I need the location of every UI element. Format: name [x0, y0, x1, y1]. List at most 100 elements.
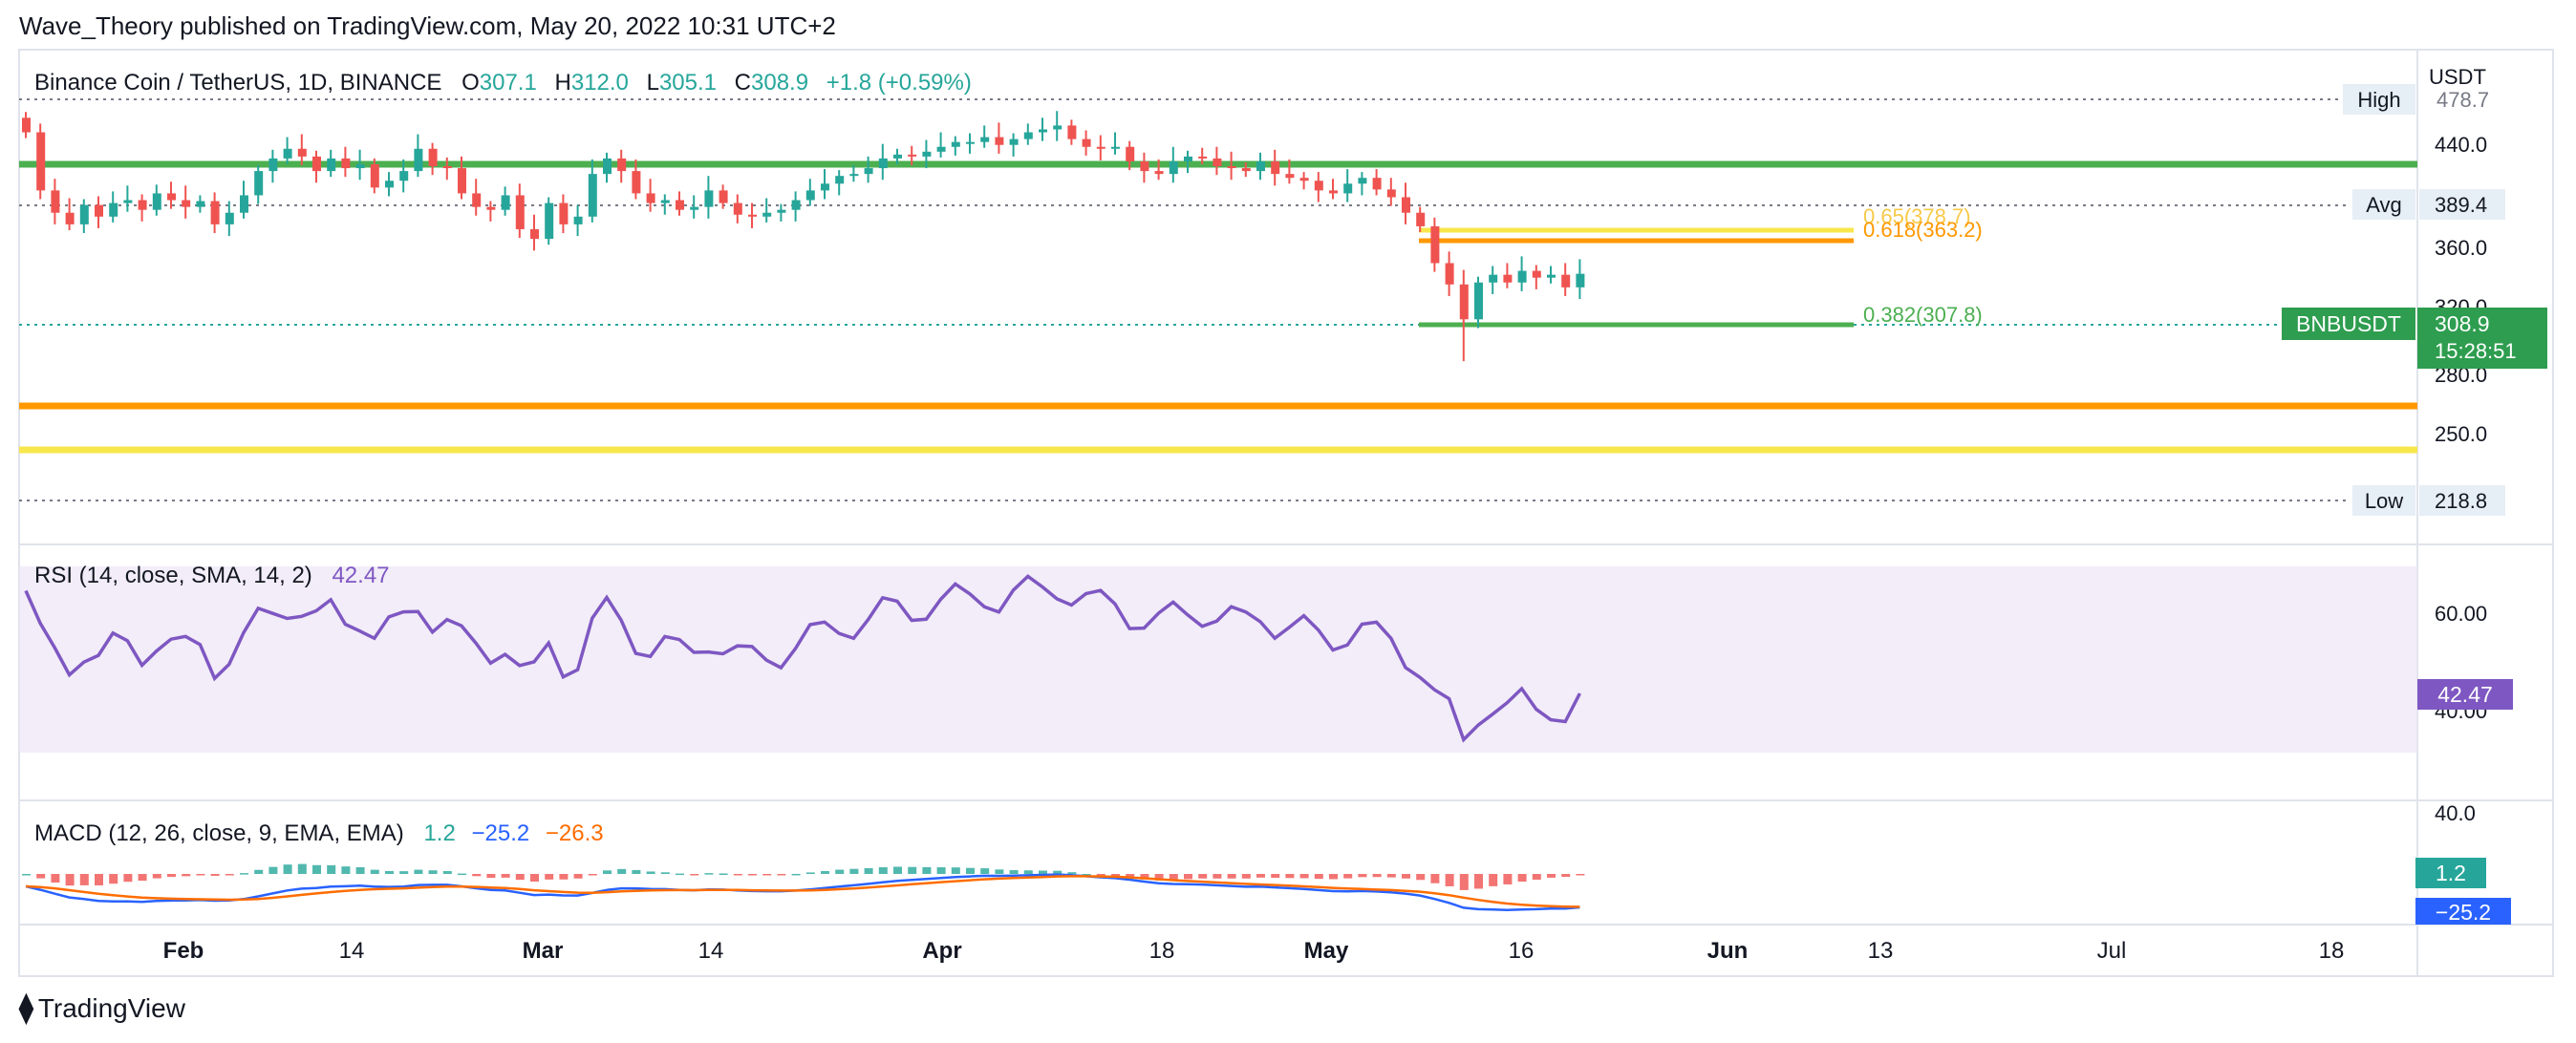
macd-hist-bar — [1096, 874, 1106, 876]
candle — [936, 132, 946, 158]
macd-title: MACD (12, 26, close, 9, EMA, EMA) — [34, 820, 404, 846]
candle — [123, 185, 133, 212]
candle — [1271, 149, 1280, 186]
macd-hist-bar — [733, 874, 742, 876]
candle — [1241, 161, 1251, 178]
macd-hist-bar — [95, 874, 103, 885]
candle — [268, 149, 278, 183]
macd-hist-bar — [1009, 870, 1019, 874]
rsi-value-badge: 42.47 — [2417, 679, 2513, 710]
macd-tick-40: 40.0 — [2435, 801, 2476, 825]
macd-hist-bar — [573, 874, 583, 879]
macd-line — [25, 873, 1580, 912]
macd-hist-bar — [1358, 874, 1367, 878]
time-tick: 13 — [1868, 938, 1894, 964]
candle — [210, 192, 220, 234]
candle — [1532, 265, 1541, 289]
candle — [109, 191, 118, 223]
candle — [646, 179, 655, 212]
fib-0382-label: 0.382(307.8) — [1863, 303, 1983, 327]
macd-hist-bar — [458, 873, 466, 876]
macd-hist-bar — [1561, 874, 1571, 878]
price-axis: USDT 478.7 440.0 360.0 320.0 280.0 250.0 — [2429, 65, 2489, 446]
macd-hist-bar — [1227, 874, 1236, 879]
candle — [762, 198, 772, 223]
macd-hist-bar — [849, 868, 859, 874]
candle — [1053, 111, 1063, 141]
candle — [632, 159, 641, 200]
candle — [1169, 146, 1178, 183]
candle — [719, 184, 728, 209]
low-badge: Low — [2352, 485, 2415, 516]
low-value-badge: 218.8 — [2419, 485, 2505, 516]
macd-hist-bar — [1372, 874, 1382, 878]
candle — [196, 195, 205, 213]
candle — [370, 158, 379, 194]
macd-hist-bar — [1416, 874, 1426, 881]
candle — [1576, 259, 1585, 300]
low-label: L — [647, 70, 659, 96]
candle — [1184, 150, 1192, 174]
macd-hist-bar — [1023, 870, 1033, 874]
macd-hist-bar — [501, 874, 510, 878]
macd-hist-bar — [936, 867, 946, 874]
drawn-levels[interactable] — [19, 160, 2417, 454]
macd-hist-bar — [748, 874, 757, 876]
fib-0650-label: 0.65(378.7) — [1863, 204, 1971, 228]
change-value: +1.8 (+0.59%) — [826, 70, 972, 96]
open-value: 307.1 — [480, 70, 537, 96]
open-label: O — [462, 70, 480, 96]
macd-hist-bar — [196, 874, 205, 876]
macd-hist-bar — [588, 874, 597, 876]
candle — [980, 125, 990, 148]
macd-hist-bar — [1474, 874, 1483, 889]
candle — [167, 181, 176, 209]
time-tick: May — [1304, 938, 1349, 964]
candle — [51, 179, 60, 224]
macd-hist-bar — [297, 863, 307, 874]
macd-hist-bar — [65, 874, 75, 886]
candle — [733, 194, 742, 224]
time-tick: 18 — [2319, 938, 2345, 964]
candle — [660, 194, 670, 215]
macd-hist-bar — [370, 869, 379, 874]
macd-hist-bar — [283, 864, 292, 874]
candle — [152, 184, 161, 216]
rsi-band — [19, 566, 2417, 753]
macd-hist-bar — [1154, 874, 1164, 881]
macd-hist-bar — [1241, 874, 1251, 879]
candle — [1227, 151, 1236, 181]
macd-hist-bar — [1329, 874, 1338, 880]
close-label: C — [735, 70, 751, 96]
candle — [1126, 140, 1135, 171]
macd-hist-bar — [210, 874, 220, 876]
macd-hist-bar — [893, 866, 902, 874]
macd-hist-bar — [1430, 874, 1440, 883]
axis-currency: USDT — [2429, 65, 2486, 89]
candle — [442, 157, 452, 181]
macd-hist-bar — [762, 874, 772, 876]
svg-text:218.8: 218.8 — [2435, 489, 2487, 513]
candle — [472, 179, 482, 216]
macd-hist-bar — [341, 866, 351, 874]
candle — [1009, 133, 1019, 157]
macd-hist-bar — [1067, 872, 1077, 874]
candle — [922, 139, 932, 169]
macd-hist-bar — [1169, 874, 1178, 881]
candle — [864, 156, 873, 183]
macd-hist-bar — [545, 874, 554, 880]
high-label: H — [555, 70, 571, 96]
macd-hist-bar — [617, 868, 627, 874]
time-tick: Apr — [922, 938, 961, 964]
svg-text:−25.2: −25.2 — [2436, 900, 2491, 925]
candle — [1198, 147, 1208, 164]
candle — [821, 169, 829, 200]
candle — [283, 137, 292, 164]
footer: ⧫ TradingView — [19, 991, 185, 1025]
macd-hist-bar — [603, 870, 612, 874]
macd-hist-bar — [922, 866, 932, 874]
rsi-value: 42.47 — [332, 563, 389, 588]
avg-value-badge: 389.4 — [2419, 189, 2505, 220]
candle — [1430, 217, 1440, 272]
